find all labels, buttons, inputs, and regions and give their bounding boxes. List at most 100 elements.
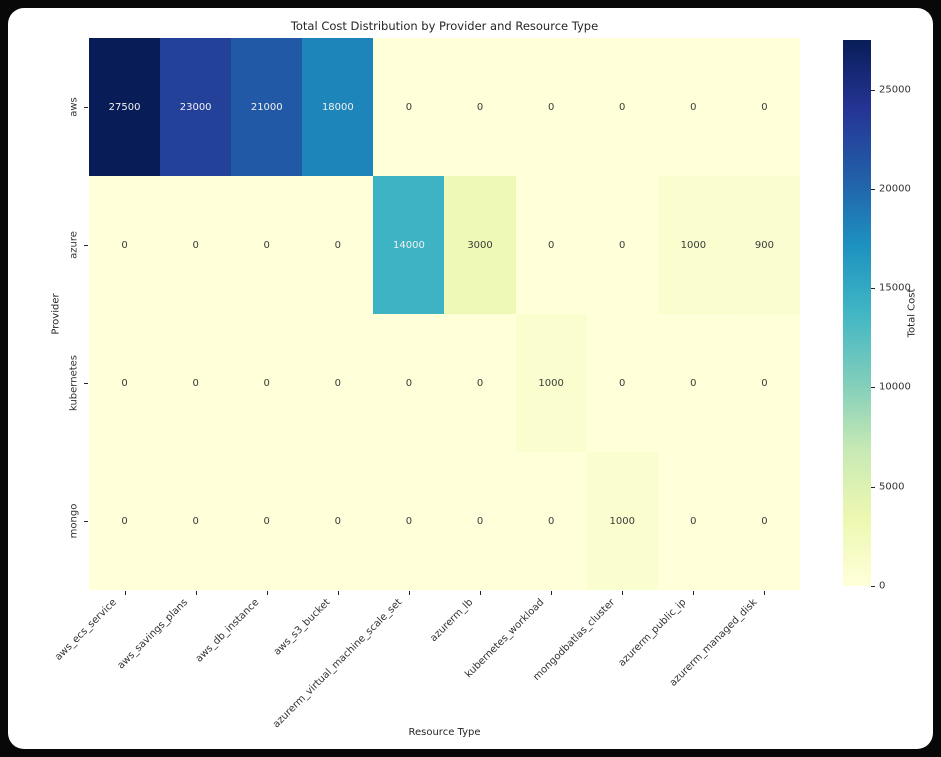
heatmap-cell: 0 bbox=[231, 314, 303, 452]
colorbar-tick-mark bbox=[871, 89, 875, 91]
cell-value: 0 bbox=[547, 101, 555, 113]
heatmap-grid: 27500 23000 21000 18000 0 0 0 0 0 0 0 0 0 0 14000 3000 0… bbox=[89, 38, 800, 590]
y-tick-label: kubernetes bbox=[68, 354, 80, 412]
x-tick-mark bbox=[408, 591, 410, 595]
heatmap-cell: 0 bbox=[728, 452, 800, 590]
heatmap-cell: 0 bbox=[160, 176, 232, 314]
colorbar-tick-mark bbox=[871, 387, 875, 389]
y-tick-mark bbox=[84, 245, 88, 246]
x-tick-mark bbox=[693, 591, 695, 595]
cell-value: 0 bbox=[405, 377, 413, 389]
cell-value: 23000 bbox=[179, 101, 212, 113]
x-tick-label: aws_db_instance bbox=[193, 597, 262, 665]
x-tick-label: mongodbatlas_cluster bbox=[531, 597, 618, 683]
heatmap-cell: 0 bbox=[89, 452, 161, 590]
heatmap-cell: 900 bbox=[728, 176, 800, 314]
heatmap-cell: 0 bbox=[657, 38, 729, 176]
heatmap-cell: 0 bbox=[302, 314, 374, 452]
heatmap-cell: 0 bbox=[586, 176, 658, 314]
heatmap-cell: 0 bbox=[515, 452, 587, 590]
cell-value: 0 bbox=[334, 515, 342, 527]
heatmap-cell: 18000 bbox=[302, 38, 374, 176]
heatmap-cell: 0 bbox=[160, 314, 232, 452]
x-tick-mark bbox=[266, 591, 268, 595]
heatmap-cell: 14000 bbox=[373, 176, 445, 314]
colorbar-gradient bbox=[843, 40, 871, 586]
colorbar-tick-mark bbox=[871, 486, 875, 488]
cell-value: 1000 bbox=[609, 515, 635, 527]
heatmap-cell: 0 bbox=[444, 314, 516, 452]
cell-value: 0 bbox=[192, 377, 199, 389]
x-tick-mark bbox=[551, 591, 553, 595]
heatmap-cell: 1000 bbox=[586, 452, 658, 590]
x-tick-label: azurerm_public_ip bbox=[616, 597, 689, 669]
cell-value: 0 bbox=[619, 101, 626, 113]
cell-value: 0 bbox=[619, 239, 626, 251]
heatmap-cell: 1000 bbox=[515, 314, 587, 452]
cell-value: 0 bbox=[547, 239, 555, 251]
cell-value: 0 bbox=[476, 101, 484, 113]
cell-value: 0 bbox=[761, 377, 768, 389]
heatmap-cell: 0 bbox=[515, 176, 587, 314]
cell-value: 0 bbox=[405, 101, 413, 113]
heatmap-cell: 1000 bbox=[657, 176, 729, 314]
cell-value: 18000 bbox=[321, 101, 354, 113]
x-tick-label: azurerm_virtual_machine_scale_set bbox=[270, 597, 404, 731]
cell-value: 0 bbox=[690, 101, 697, 113]
cell-value: 0 bbox=[121, 377, 128, 389]
x-axis-label: Resource Type bbox=[408, 727, 481, 738]
cell-value: 3000 bbox=[467, 239, 493, 251]
heatmap-cell: 21000 bbox=[231, 38, 303, 176]
cell-value: 0 bbox=[619, 377, 626, 389]
cell-value: 0 bbox=[761, 515, 768, 527]
cell-value: 0 bbox=[263, 239, 270, 251]
x-tick-mark bbox=[480, 591, 482, 595]
chart-card: Total Cost Distribution by Provider and … bbox=[8, 8, 933, 749]
heatmap-cell: 0 bbox=[373, 38, 445, 176]
cell-value: 0 bbox=[761, 101, 768, 113]
heatmap-cell: 0 bbox=[89, 314, 161, 452]
colorbar-tick-label: 15000 bbox=[879, 282, 911, 294]
cell-value: 0 bbox=[405, 515, 413, 527]
cell-value: 0 bbox=[121, 239, 128, 251]
heatmap-cell: 0 bbox=[657, 314, 729, 452]
heatmap-cell: 0 bbox=[231, 176, 303, 314]
colorbar-label: Total Cost bbox=[906, 288, 918, 338]
cell-value: 0 bbox=[690, 515, 697, 527]
heatmap-cell: 0 bbox=[728, 314, 800, 452]
cell-value: 1000 bbox=[538, 377, 564, 389]
heatmap-cell: 0 bbox=[515, 38, 587, 176]
y-axis-label: Provider bbox=[50, 293, 62, 335]
cell-value: 0 bbox=[476, 377, 484, 389]
x-tick-label: aws_ecs_service bbox=[53, 597, 120, 663]
heatmap-cell: 0 bbox=[444, 452, 516, 590]
colorbar-tick-label: 5000 bbox=[879, 481, 905, 493]
x-tick-mark bbox=[195, 591, 197, 595]
x-tick-label: aws_savings_plans bbox=[116, 597, 191, 672]
colorbar-tick-label: 0 bbox=[879, 580, 886, 592]
y-tick-mark bbox=[84, 107, 88, 108]
heatmap-cell: 0 bbox=[160, 452, 232, 590]
cell-value: 900 bbox=[754, 239, 774, 251]
heatmap-cell: 0 bbox=[586, 314, 658, 452]
heatmap-cell: 0 bbox=[89, 176, 161, 314]
heatmap-cell: 0 bbox=[373, 314, 445, 452]
heatmap-cell: 3000 bbox=[444, 176, 516, 314]
heatmap-cell: 0 bbox=[586, 38, 658, 176]
x-tick-mark bbox=[337, 591, 339, 595]
x-tick-mark bbox=[764, 591, 766, 595]
y-tick-mark bbox=[84, 521, 88, 522]
chart-title: Total Cost Distribution by Provider and … bbox=[290, 19, 599, 33]
heatmap-cell: 0 bbox=[657, 452, 729, 590]
colorbar-tick-label: 20000 bbox=[879, 183, 911, 195]
colorbar-tick-mark bbox=[871, 188, 875, 190]
y-tick-label: azure bbox=[68, 231, 80, 259]
colorbar-tick-label: 10000 bbox=[879, 381, 911, 393]
x-tick-label: azurerm_lb bbox=[427, 597, 475, 645]
y-tick-label: mongo bbox=[68, 503, 80, 539]
cell-value: 0 bbox=[690, 377, 697, 389]
heatmap-cell: 23000 bbox=[160, 38, 232, 176]
colorbar-tick-mark bbox=[871, 586, 875, 587]
heatmap-cell: 0 bbox=[302, 176, 374, 314]
cell-value: 27500 bbox=[108, 101, 141, 113]
